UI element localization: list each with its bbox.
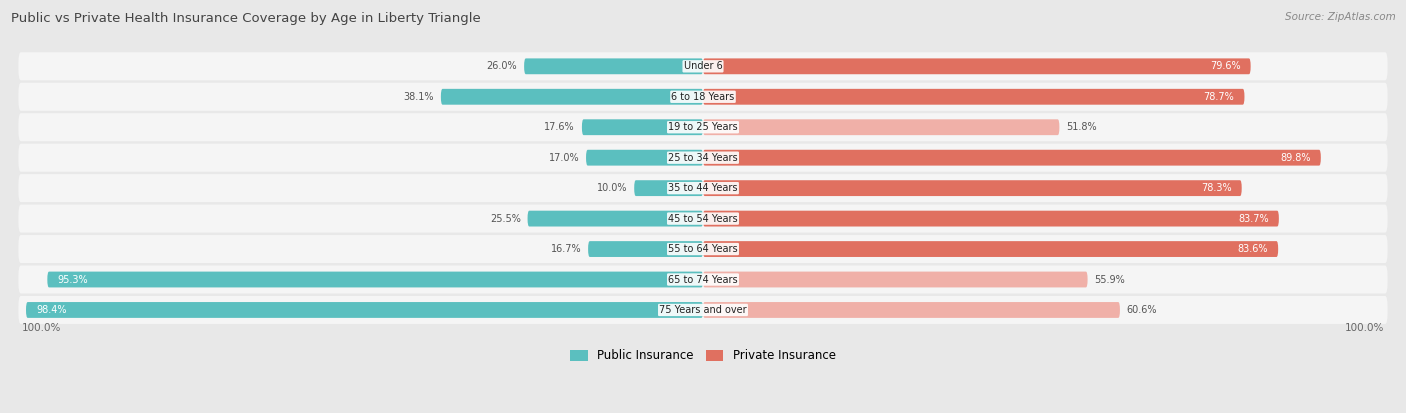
FancyBboxPatch shape [703,119,1059,135]
Text: 100.0%: 100.0% [1344,323,1384,332]
Text: 60.6%: 60.6% [1126,305,1157,315]
FancyBboxPatch shape [703,241,1278,257]
Legend: Public Insurance, Private Insurance: Public Insurance, Private Insurance [565,345,841,367]
FancyBboxPatch shape [48,272,703,287]
FancyBboxPatch shape [18,52,1388,80]
FancyBboxPatch shape [441,89,703,104]
FancyBboxPatch shape [703,272,1088,287]
Text: 26.0%: 26.0% [486,61,517,71]
Text: 25 to 34 Years: 25 to 34 Years [668,153,738,163]
Text: 10.0%: 10.0% [596,183,627,193]
Text: 19 to 25 Years: 19 to 25 Years [668,122,738,132]
Text: 98.4%: 98.4% [37,305,67,315]
FancyBboxPatch shape [18,144,1388,172]
Text: 65 to 74 Years: 65 to 74 Years [668,275,738,285]
Text: 16.7%: 16.7% [551,244,581,254]
FancyBboxPatch shape [25,302,703,318]
Text: 45 to 54 Years: 45 to 54 Years [668,214,738,223]
Text: 17.0%: 17.0% [548,153,579,163]
FancyBboxPatch shape [588,241,703,257]
FancyBboxPatch shape [18,235,1388,263]
Text: 17.6%: 17.6% [544,122,575,132]
FancyBboxPatch shape [18,113,1388,141]
FancyBboxPatch shape [524,58,703,74]
FancyBboxPatch shape [703,150,1320,166]
Text: 55 to 64 Years: 55 to 64 Years [668,244,738,254]
Text: 78.7%: 78.7% [1204,92,1234,102]
Text: 75 Years and over: 75 Years and over [659,305,747,315]
Text: 6 to 18 Years: 6 to 18 Years [672,92,734,102]
Text: 83.6%: 83.6% [1237,244,1268,254]
Text: 100.0%: 100.0% [22,323,62,332]
Text: 78.3%: 78.3% [1201,183,1232,193]
FancyBboxPatch shape [703,180,1241,196]
FancyBboxPatch shape [703,89,1244,104]
Text: 83.7%: 83.7% [1237,214,1268,223]
Text: 51.8%: 51.8% [1066,122,1097,132]
Text: Source: ZipAtlas.com: Source: ZipAtlas.com [1285,12,1396,22]
FancyBboxPatch shape [527,211,703,226]
FancyBboxPatch shape [18,83,1388,111]
Text: 79.6%: 79.6% [1209,61,1240,71]
FancyBboxPatch shape [18,296,1388,324]
FancyBboxPatch shape [582,119,703,135]
Text: 38.1%: 38.1% [404,92,434,102]
FancyBboxPatch shape [18,204,1388,233]
FancyBboxPatch shape [18,266,1388,294]
FancyBboxPatch shape [18,174,1388,202]
FancyBboxPatch shape [703,211,1279,226]
Text: 35 to 44 Years: 35 to 44 Years [668,183,738,193]
Text: 89.8%: 89.8% [1279,153,1310,163]
Text: Public vs Private Health Insurance Coverage by Age in Liberty Triangle: Public vs Private Health Insurance Cover… [11,12,481,25]
Text: 25.5%: 25.5% [489,214,520,223]
FancyBboxPatch shape [586,150,703,166]
Text: 55.9%: 55.9% [1094,275,1125,285]
FancyBboxPatch shape [634,180,703,196]
FancyBboxPatch shape [703,58,1251,74]
FancyBboxPatch shape [703,302,1121,318]
Text: 95.3%: 95.3% [58,275,89,285]
Text: Under 6: Under 6 [683,61,723,71]
